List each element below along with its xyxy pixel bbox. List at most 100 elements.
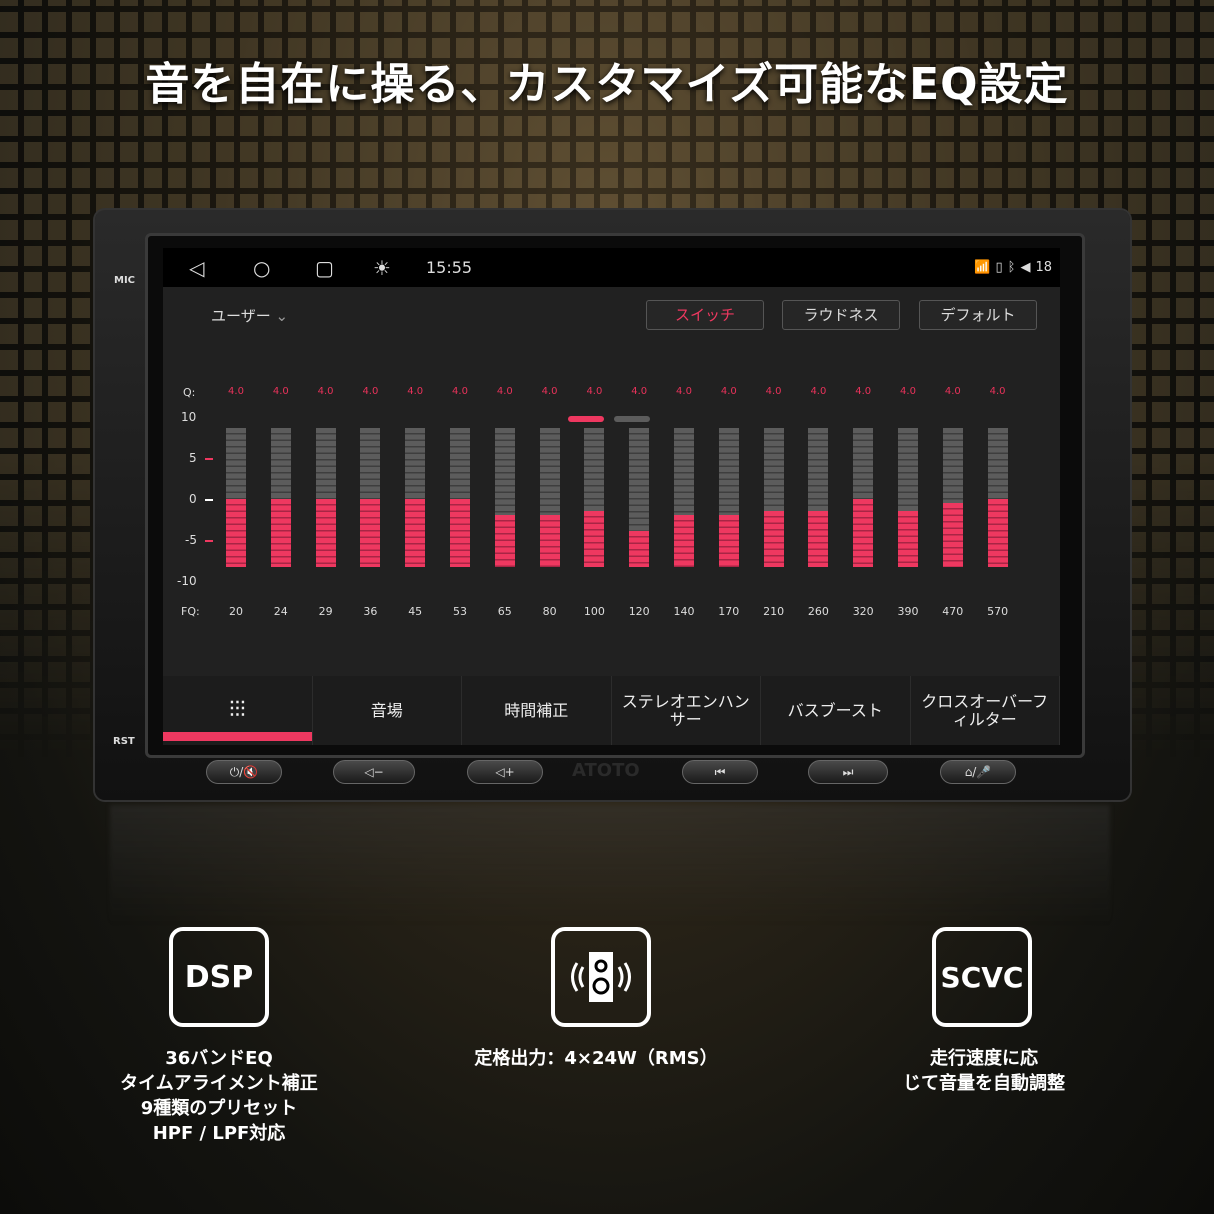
fq-label: 20 <box>229 605 243 618</box>
home-icon[interactable]: ○ <box>253 256 271 280</box>
feature-line: 定格出力：4×24W（RMS） <box>474 1048 718 1069</box>
eq-band-level <box>629 531 650 567</box>
q-value[interactable]: 4.0 <box>317 386 334 397</box>
fq-label: 570 <box>987 605 1009 618</box>
tab-time-alignment[interactable]: 時間補正 <box>462 676 612 745</box>
scvc-features: 走行速度に応 じて音量を自動調整 <box>834 1046 1134 1096</box>
home-voice-button[interactable]: ⌂/🎤 <box>940 760 1016 784</box>
q-value[interactable]: 4.0 <box>765 386 782 397</box>
tab-stereo-enhancer[interactable]: ステレオエンハンサー <box>612 676 761 745</box>
q-value[interactable]: 4.0 <box>452 386 468 397</box>
feature-line: じて音量を自動調整 <box>903 1073 1065 1094</box>
q-value[interactable]: 4.0 <box>900 386 916 397</box>
q-value[interactable]: 4.0 <box>541 386 558 397</box>
q-value[interactable]: 4.0 <box>407 386 424 397</box>
volume-level: 18 <box>1035 260 1052 275</box>
switch-button[interactable]: スイッチ <box>646 300 764 330</box>
q-value[interactable]: 4.0 <box>855 386 872 397</box>
tab-crossover-filter[interactable]: クロスオーバーフィルター <box>911 676 1060 745</box>
fq-label: FQ: <box>181 605 200 618</box>
eq-band-level <box>674 515 694 567</box>
brand-logo: ATOTO <box>572 760 640 781</box>
eq-band-slider[interactable] <box>808 428 829 567</box>
eq-band-slider[interactable] <box>360 428 381 567</box>
back-icon[interactable]: ◁ <box>189 256 205 280</box>
tab-sound-field[interactable]: 音場 <box>313 676 462 745</box>
default-button[interactable]: デフォルト <box>919 300 1037 330</box>
fq-label: 320 <box>852 605 874 618</box>
eq-band-slider[interactable] <box>270 428 291 567</box>
fq-label: 390 <box>897 605 919 618</box>
eq-band-slider[interactable] <box>450 428 470 567</box>
fq-label: 260 <box>807 605 829 618</box>
next-track-button[interactable]: ⏭ <box>808 760 888 784</box>
brightness-icon[interactable]: ☀ <box>373 256 391 280</box>
tab-bass-boost[interactable]: バスブースト <box>761 676 911 745</box>
eq-band-slider[interactable] <box>763 428 784 567</box>
feature-line: 36バンドEQ <box>165 1048 273 1069</box>
eq-band-slider[interactable] <box>539 428 560 567</box>
bluetooth-icon: ᛒ <box>1007 260 1016 275</box>
eq-band-level <box>987 499 1008 567</box>
eq-band-slider[interactable] <box>629 428 650 567</box>
eq-band-slider[interactable] <box>942 428 963 567</box>
clock: 15:55 <box>426 258 473 277</box>
fq-label: 120 <box>628 605 650 618</box>
power-mute-button[interactable]: ⏻/🔇 <box>206 760 282 784</box>
fq-label: 100 <box>583 605 605 618</box>
screen: ◁ ○ ▢ ☀ 15:55 📶 ▯ ᛒ ◀ 18 ユーザー ⌄ スイッチ ラウド… <box>163 248 1060 745</box>
q-value[interactable]: 4.0 <box>362 386 379 397</box>
eq-band-slider[interactable] <box>405 428 426 567</box>
tick-mark <box>205 540 213 542</box>
eq-band-slider[interactable] <box>494 428 515 567</box>
band-selector-active[interactable] <box>568 416 604 422</box>
q-value[interactable]: 4.0 <box>810 386 827 397</box>
status-bar: ◁ ○ ▢ ☀ 15:55 📶 ▯ ᛒ ◀ 18 <box>163 248 1060 287</box>
q-value[interactable]: 4.0 <box>989 386 1006 397</box>
eq-band-slider[interactable] <box>226 428 246 567</box>
mic-label: MIC <box>114 275 136 286</box>
scvc-badge: SCVC <box>932 927 1032 1027</box>
rst-label: RST <box>113 736 135 747</box>
fq-label: 53 <box>453 605 467 618</box>
volume-down-button[interactable]: ◁− <box>333 760 415 784</box>
q-value[interactable]: 4.0 <box>272 386 289 397</box>
fq-label: 140 <box>673 605 695 618</box>
q-value[interactable]: 4.0 <box>496 386 513 397</box>
q-value[interactable]: 4.0 <box>676 386 692 397</box>
eq-band-slider[interactable] <box>674 428 694 567</box>
eq-band-slider[interactable] <box>718 428 739 567</box>
eq-band-level <box>584 511 605 567</box>
q-value[interactable]: 4.0 <box>720 386 737 397</box>
fq-label: 24 <box>273 605 288 618</box>
q-value[interactable]: 4.0 <box>944 386 961 397</box>
volume-up-button[interactable]: ◁+ <box>467 760 543 784</box>
eq-band-slider[interactable] <box>987 428 1008 567</box>
eq-band-level <box>808 511 829 567</box>
signal-icon: 📶 <box>974 260 991 275</box>
preset-dropdown[interactable]: ユーザー ⌄ <box>211 305 288 326</box>
q-value[interactable]: 4.0 <box>228 386 244 397</box>
previous-track-button[interactable]: ⏮ <box>682 760 758 784</box>
q-value[interactable]: 4.0 <box>631 386 648 397</box>
dsp-features: 36バンドEQ タイムアライメント補正 9種類のプリセット HPF / LPF対… <box>69 1046 369 1146</box>
tab-eq[interactable]: ⫶⫶⫶ <box>163 676 313 745</box>
eq-band-slider[interactable] <box>584 428 605 567</box>
eq-band-slider[interactable] <box>315 428 336 567</box>
eq-band-level <box>360 499 381 567</box>
eq-band-slider[interactable] <box>853 428 874 567</box>
battery-icon: ▯ <box>995 260 1003 275</box>
loudness-button[interactable]: ラウドネス <box>782 300 900 330</box>
eq-band-level <box>898 511 918 567</box>
eq-band-slider[interactable] <box>898 428 918 567</box>
fq-label: 45 <box>408 605 423 618</box>
band-selector[interactable] <box>614 416 650 422</box>
reflection <box>110 805 1110 925</box>
power-features: 定格出力：4×24W（RMS） <box>446 1046 746 1071</box>
q-value[interactable]: 4.0 <box>586 386 603 397</box>
q-label: Q: <box>183 386 196 399</box>
eq-band-level <box>718 515 739 567</box>
fq-label: 210 <box>763 605 785 618</box>
recents-icon[interactable]: ▢ <box>315 256 334 280</box>
eq-band-level <box>226 499 246 567</box>
